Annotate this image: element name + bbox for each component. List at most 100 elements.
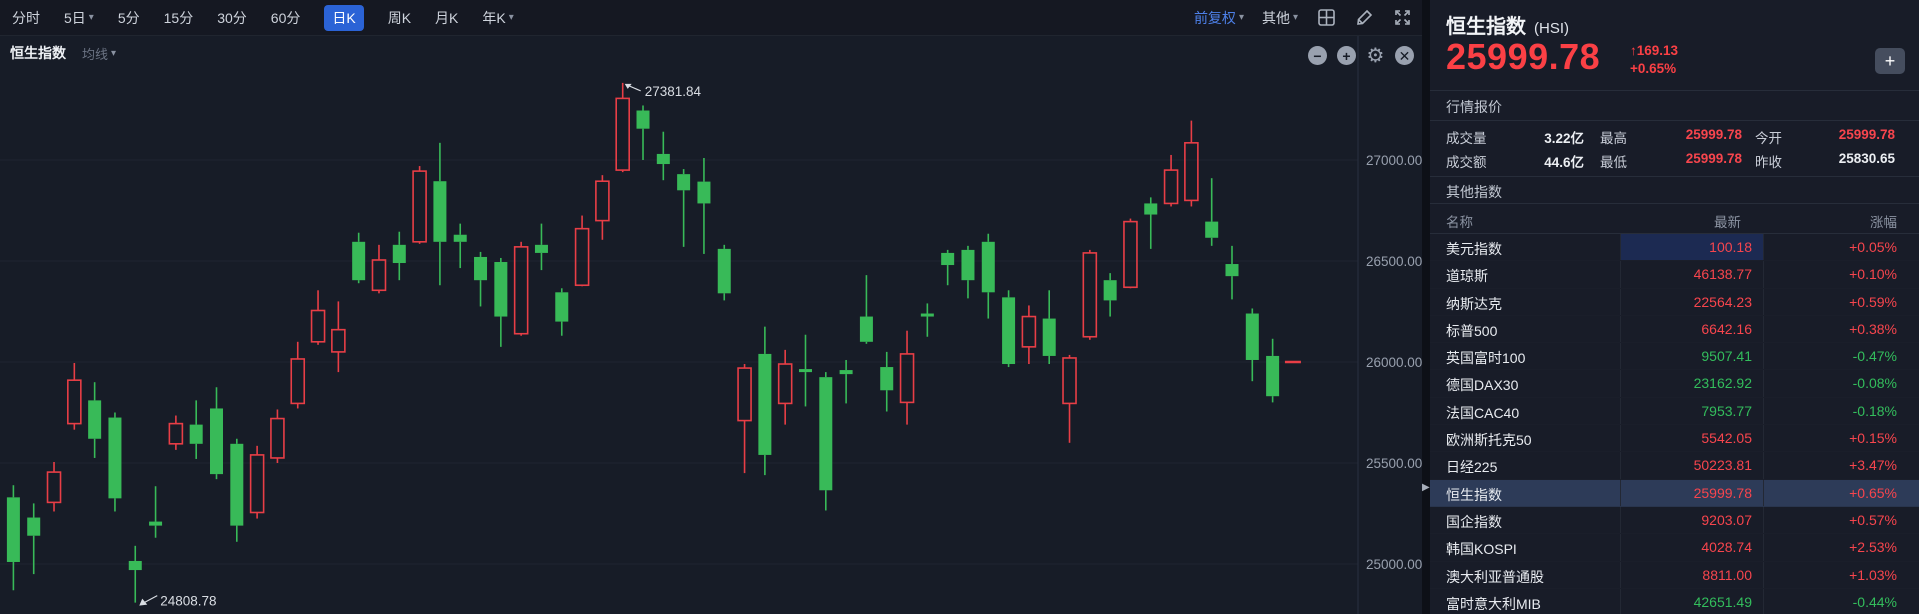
chart-controls: − + ⚙ ✕ xyxy=(1308,44,1414,67)
high-value: 25999.78 xyxy=(1685,127,1742,142)
gear-icon[interactable]: ⚙ xyxy=(1366,44,1385,67)
quote-panel: 恒生指数 (HSI) 25999.78 ↑169.13 +0.65% + 行情报… xyxy=(1430,0,1919,614)
index-name: 恒生指数 xyxy=(1446,486,1502,503)
index-last: 23162.92 xyxy=(1693,375,1752,392)
other-indices-table: 名称 最新 涨幅 美元指数 100.18 +0.05% 道琼斯 46138.77 +0.1… xyxy=(1430,203,1919,614)
amt-value: 44.6亿 xyxy=(1544,155,1584,170)
index-row-标普500[interactable]: 标普500 6642.16 +0.38% xyxy=(1430,315,1919,344)
index-row-富时意大利MIB[interactable]: 富时意大利MIB 42651.49 -0.44% xyxy=(1430,588,1919,614)
ma-dropdown[interactable]: 均线 ▾ xyxy=(82,46,117,62)
svg-text:24808.78: 24808.78 xyxy=(160,594,216,609)
index-row-恒生指数[interactable]: 恒生指数 25999.78 +0.65% xyxy=(1430,479,1919,507)
col-chg-header: 涨幅 xyxy=(1870,215,1897,230)
index-name: 标普500 xyxy=(1446,322,1498,339)
index-last: 9507.41 xyxy=(1701,348,1752,365)
index-row-纳斯达克[interactable]: 纳斯达克 22564.23 +0.59% xyxy=(1430,288,1919,316)
period-tab-5分[interactable]: 5分 xyxy=(117,9,140,26)
index-change: +0.38% xyxy=(1849,320,1897,337)
zoom-in-button[interactable]: + xyxy=(1337,46,1356,65)
index-last-cell: 8811.00 xyxy=(1620,562,1763,588)
index-row-韩国KOSPI[interactable]: 韩国KOSPI 4028.74 +2.53% xyxy=(1430,534,1919,562)
svg-text:25500.00: 25500.00 xyxy=(1366,456,1422,471)
chart-period-toolbar: 分时 5日 ▾ 5分 15分 30分 60分 日K 周K 月K 年K ▾ 前复权 ▾ 其他 ▾ xyxy=(0,0,1422,36)
index-change: -0.18% xyxy=(1852,402,1897,419)
index-change: -0.44% xyxy=(1852,593,1897,610)
index-name: 德国DAX30 xyxy=(1446,377,1519,394)
symbol-code: (HSI) xyxy=(1534,20,1569,37)
index-last-cell: 42651.49 xyxy=(1620,589,1763,614)
index-name: 道琼斯 xyxy=(1446,268,1488,285)
index-last: 42651.49 xyxy=(1693,593,1752,610)
panel-splitter[interactable]: ▶ xyxy=(1422,0,1430,614)
col-name-header: 名称 xyxy=(1446,215,1473,230)
layout-grid-icon[interactable] xyxy=(1316,8,1336,28)
quote-section-title: 行情报价 xyxy=(1446,99,1502,115)
index-row-道琼斯[interactable]: 道琼斯 46138.77 +0.10% xyxy=(1430,261,1919,289)
up-arrow-icon: ↑ xyxy=(1630,43,1637,58)
index-last: 50223.81 xyxy=(1693,457,1752,474)
index-name: 美元指数 xyxy=(1446,241,1502,257)
low-label: 最低 xyxy=(1600,155,1627,170)
svg-text:25000.00: 25000.00 xyxy=(1366,557,1422,572)
vol-value: 3.22亿 xyxy=(1544,131,1584,146)
index-last-cell: 7953.77 xyxy=(1620,398,1763,424)
add-to-watchlist-button[interactable]: + xyxy=(1875,48,1905,74)
close-icon[interactable]: ✕ xyxy=(1395,46,1414,65)
chart-symbol-label: 恒生指数 xyxy=(10,45,66,61)
index-row-德国DAX30[interactable]: 德国DAX30 23162.92 -0.08% xyxy=(1430,370,1919,398)
index-change: +0.05% xyxy=(1849,239,1897,255)
index-row-法国CAC40[interactable]: 法国CAC40 7953.77 -0.18% xyxy=(1430,397,1919,426)
period-tab-月K[interactable]: 月K xyxy=(435,9,459,26)
period-tab-60分[interactable]: 60分 xyxy=(270,9,301,26)
adjust-mode-dropdown[interactable]: 前复权 ▾ xyxy=(1193,9,1244,26)
index-last-cell: 25999.78 xyxy=(1620,480,1763,506)
index-change: +0.65% xyxy=(1849,484,1897,501)
prev-close-value: 25830.65 xyxy=(1838,151,1895,166)
high-label: 最高 xyxy=(1600,131,1627,146)
collapse-arrow-icon: ▶ xyxy=(1422,482,1430,493)
svg-text:27000.00: 27000.00 xyxy=(1366,153,1422,168)
index-name: 法国CAC40 xyxy=(1446,404,1520,421)
index-name: 欧洲斯托克50 xyxy=(1446,432,1532,449)
index-row-美元指数[interactable]: 美元指数 100.18 +0.05% xyxy=(1430,234,1919,262)
amt-label: 成交额 xyxy=(1446,155,1487,170)
candlestick-chart[interactable]: 27000.00 26500.00 26000.00 25500.00 25000.00… xyxy=(0,36,1422,614)
chevron-down-icon: ▾ xyxy=(111,47,117,59)
brush-icon[interactable] xyxy=(1354,8,1374,28)
other-dropdown[interactable]: 其他 ▾ xyxy=(1261,9,1298,26)
index-change: +1.03% xyxy=(1849,566,1897,583)
index-row-欧洲斯托克50[interactable]: 欧洲斯托克50 5542.05 +0.15% xyxy=(1430,425,1919,453)
index-last: 46138.77 xyxy=(1693,266,1752,283)
vol-label: 成交量 xyxy=(1446,131,1487,146)
index-last-cell: 6642.16 xyxy=(1620,316,1763,342)
period-tab-周K[interactable]: 周K xyxy=(387,9,412,26)
period-tab-日K[interactable]: 日K xyxy=(324,4,364,31)
index-last-cell: 23162.92 xyxy=(1620,370,1763,396)
index-last-cell: 5542.05 xyxy=(1620,425,1763,451)
index-last-cell: 9507.41 xyxy=(1620,343,1763,369)
period-tab-5日[interactable]: 5日 ▾ xyxy=(64,9,94,26)
index-row-英国富时100[interactable]: 英国富时100 9507.41 -0.47% xyxy=(1430,343,1919,371)
chevron-down-icon: ▾ xyxy=(1238,12,1244,23)
index-name: 日经225 xyxy=(1446,459,1498,476)
period-tab-分时[interactable]: 分时 xyxy=(12,9,40,26)
index-name: 澳大利亚普通股 xyxy=(1446,568,1544,585)
expand-icon[interactable] xyxy=(1392,8,1412,28)
index-row-澳大利亚普通股[interactable]: 澳大利亚普通股 8811.00 +1.03% xyxy=(1430,561,1919,589)
period-tab-15分[interactable]: 15分 xyxy=(163,9,194,26)
index-last: 6642.16 xyxy=(1701,320,1752,337)
index-row-日经225[interactable]: 日经225 50223.81 +3.47% xyxy=(1430,452,1919,480)
index-change: -0.08% xyxy=(1852,375,1897,392)
period-tab-年K[interactable]: 年K ▾ xyxy=(482,9,514,26)
index-change: +0.57% xyxy=(1849,511,1897,528)
index-row-国企指数[interactable]: 国企指数 9203.07 +0.57% xyxy=(1430,506,1919,535)
index-last: 7953.77 xyxy=(1701,402,1752,419)
index-last: 100.18 xyxy=(1709,239,1752,255)
low-value: 25999.78 xyxy=(1685,151,1742,166)
svg-text:27381.84: 27381.84 xyxy=(645,84,702,99)
zoom-out-button[interactable]: − xyxy=(1308,46,1327,65)
open-label: 今开 xyxy=(1755,131,1782,146)
chart-canvas: 27000.00 26500.00 26000.00 25500.00 25000.00… xyxy=(0,36,1422,614)
period-tab-30分[interactable]: 30分 xyxy=(217,9,247,26)
